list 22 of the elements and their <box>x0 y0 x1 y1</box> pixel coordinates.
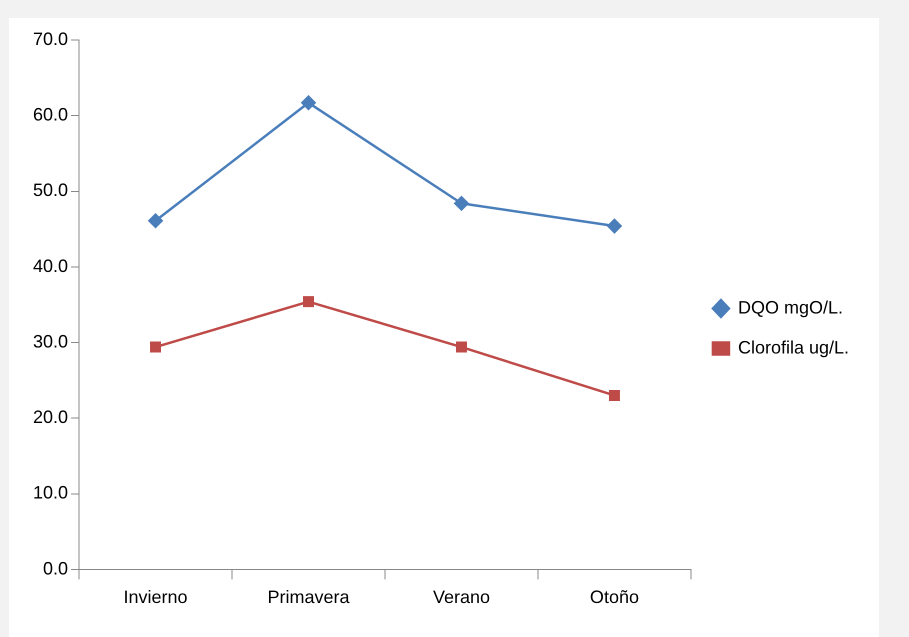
y-tick-label: 70.0 <box>32 28 68 49</box>
legend-label: DQO mgO/L. <box>738 297 843 318</box>
point <box>303 296 314 308</box>
point <box>607 218 622 234</box>
y-tick-label: 0.0 <box>43 558 68 578</box>
x-tick-label: Verano <box>432 587 490 608</box>
y-tick-label: 30.0 <box>32 331 68 352</box>
point <box>454 196 469 211</box>
x-tick-label: Otoño <box>590 587 639 608</box>
point <box>150 342 162 353</box>
x-tick-label: Invierno <box>124 587 188 608</box>
x-tick-label: Primavera <box>267 587 350 608</box>
y-tick-label: 50.0 <box>32 180 68 200</box>
y-tick-label: 60.0 <box>32 104 68 125</box>
y-tick-label: 20.0 <box>32 407 68 428</box>
y-tick-label: 40.0 <box>32 256 68 276</box>
legend-label: Clorofila ug/L. <box>738 337 850 358</box>
point <box>301 96 316 110</box>
y-tick-label: 10.0 <box>32 482 68 503</box>
point <box>148 214 163 228</box>
point <box>608 390 620 401</box>
point <box>456 342 467 353</box>
